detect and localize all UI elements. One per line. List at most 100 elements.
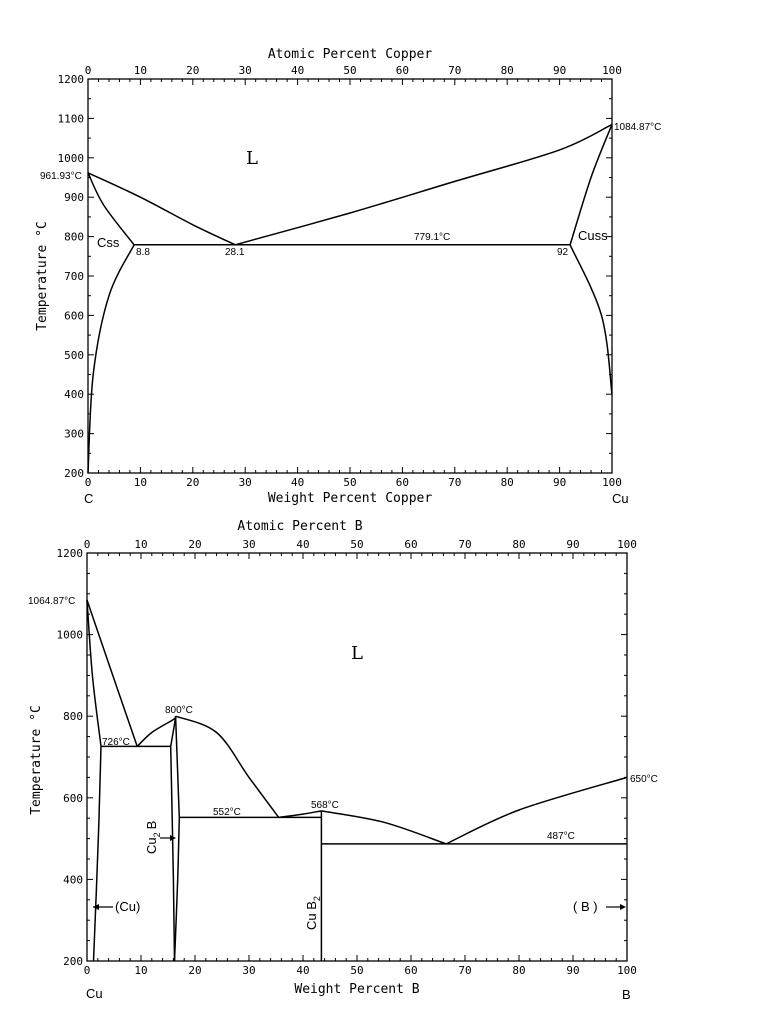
x-tick-label: 50	[350, 964, 363, 977]
phase-boundary-11	[445, 776, 628, 845]
ann-cub2: Cu B2	[304, 896, 322, 930]
top-tick-label: 50	[343, 64, 356, 77]
y-tick-label: 200	[63, 955, 83, 968]
x-tick-label: 20	[186, 476, 199, 489]
phase-boundary-9	[278, 810, 322, 819]
top-tick-label: 40	[291, 64, 304, 77]
ann-552: 552°C	[213, 807, 241, 818]
top-tick-label: 100	[617, 538, 637, 551]
y-tick-label: 200	[64, 467, 84, 480]
phase-boundary-7	[169, 746, 176, 962]
x-tick-label: 30	[242, 964, 255, 977]
x-tick-label: 60	[396, 476, 409, 489]
chart-copper-boron: 0 10 20 30 40 50 60 70 80 90 1000 10 20 30 40 50 60 70 80 9…	[28, 519, 658, 1002]
x-tick-label: 80	[501, 476, 514, 489]
x-tick-label: 10	[134, 964, 147, 977]
phase-boundaries	[86, 599, 628, 962]
chart-carbon-copper: 0 10 20 30 40 50 60 70 80 90 1000 10 20 30 40 50 60 70 80 9…	[35, 47, 661, 506]
ann-487: 487°C	[547, 831, 575, 842]
y-tick-label: 600	[64, 309, 84, 322]
x-tick-label: 0	[85, 476, 92, 489]
top-tick-label: 30	[239, 64, 252, 77]
right-element-label: B	[622, 987, 631, 1002]
top-axis-title: Atomic Percent Copper	[268, 47, 433, 62]
x-axis-title: Weight Percent B	[294, 982, 419, 997]
x-tick-label: 70	[458, 964, 471, 977]
liquid-label: L	[246, 148, 258, 169]
phase-boundary-1	[235, 123, 613, 246]
ann-726: 726°C	[102, 737, 130, 748]
y-tick-label: 1100	[58, 112, 85, 125]
top-tick-label: 90	[566, 538, 579, 551]
ann-8-8: 8.8	[136, 247, 150, 258]
liquid-label: L	[351, 643, 363, 664]
y-tick-label: 300	[64, 428, 84, 441]
top-tick-label: 40	[296, 538, 309, 551]
x-tick-label: 100	[602, 476, 622, 489]
cu2b-sub: 2	[152, 832, 162, 837]
top-tick-label: 50	[350, 538, 363, 551]
y-tick-label: 800	[64, 231, 84, 244]
top-tick-label: 0	[84, 538, 91, 551]
cu2b-arrowhead	[170, 835, 176, 841]
top-tick-label: 60	[396, 64, 409, 77]
y-tick-label: 1000	[58, 152, 85, 165]
ann-800: 800°C	[165, 705, 193, 716]
x-tick-label: 10	[134, 476, 147, 489]
y-tick-label: 800	[63, 710, 83, 723]
x-tick-label: 70	[448, 476, 461, 489]
y-tick-label: 400	[64, 388, 84, 401]
top-tick-label: 30	[242, 538, 255, 551]
phase-boundary-5	[569, 244, 613, 395]
svg-text:Cu B2: Cu B2	[304, 896, 322, 930]
ann-cu-phase: (Cu)	[115, 899, 140, 914]
top-tick-label: 70	[458, 538, 471, 551]
x-tick-label: 90	[553, 476, 566, 489]
cu2b-b: B	[144, 821, 159, 830]
phase-boundary-0	[86, 599, 138, 747]
ann-1084-87: 1084.87°C	[614, 122, 661, 133]
top-tick-label: 10	[134, 64, 147, 77]
cu2b-cu: Cu	[144, 837, 159, 854]
ann-cuss: Cuss	[578, 228, 608, 243]
x-axis-title: Weight Percent Copper	[268, 491, 433, 506]
top-tick-label: 10	[134, 538, 147, 551]
phase-boundary-4	[175, 715, 280, 818]
phase-boundary-8	[173, 817, 181, 962]
phase-boundary-2	[92, 746, 102, 962]
x-tick-label: 90	[566, 964, 579, 977]
y-tick-label: 1200	[58, 73, 85, 86]
plot-frame	[87, 78, 613, 474]
ann-650: 650°C	[630, 774, 658, 785]
y-axis-title: Temperature °C	[35, 221, 50, 331]
top-axis-title: Atomic Percent B	[237, 519, 362, 534]
x-tick-label: 100	[617, 964, 637, 977]
x-tick-label: 20	[188, 964, 201, 977]
ann-cu2b: Cu2 B	[144, 821, 162, 854]
left-element-label: C	[84, 491, 93, 506]
tick-marks: 0 10 20 30 40 50 60 70 80 90 1000 10 20 30 40 50 60 70 80 9…	[58, 64, 622, 489]
phase-boundary-1	[86, 599, 102, 747]
x-tick-label: 30	[239, 476, 252, 489]
top-tick-label: 0	[85, 64, 92, 77]
svg-text:Cu2B: Cu2 B	[144, 821, 162, 854]
x-tick-label: 80	[512, 964, 525, 977]
top-tick-label: 70	[448, 64, 461, 77]
phase-boundary-3	[87, 244, 135, 474]
y-tick-label: 700	[64, 270, 84, 283]
y-axis-title: Temperature °C	[29, 705, 44, 815]
y-tick-label: 1200	[57, 547, 84, 560]
ann-961-93: 961.93°C	[40, 171, 82, 182]
phase-boundary-2	[87, 172, 135, 246]
y-tick-label: 900	[64, 191, 84, 204]
ann-92: 92	[557, 247, 569, 258]
top-tick-label: 100	[602, 64, 622, 77]
tick-marks: 0 10 20 30 40 50 60 70 80 90 1000 10 20 30 40 50 60 70 80 9…	[57, 538, 637, 977]
top-tick-label: 60	[404, 538, 417, 551]
ann-28-1: 28.1	[225, 247, 245, 258]
left-element-label: Cu	[86, 986, 103, 1001]
phase-boundary-3	[136, 715, 177, 747]
y-tick-label: 400	[63, 873, 83, 886]
